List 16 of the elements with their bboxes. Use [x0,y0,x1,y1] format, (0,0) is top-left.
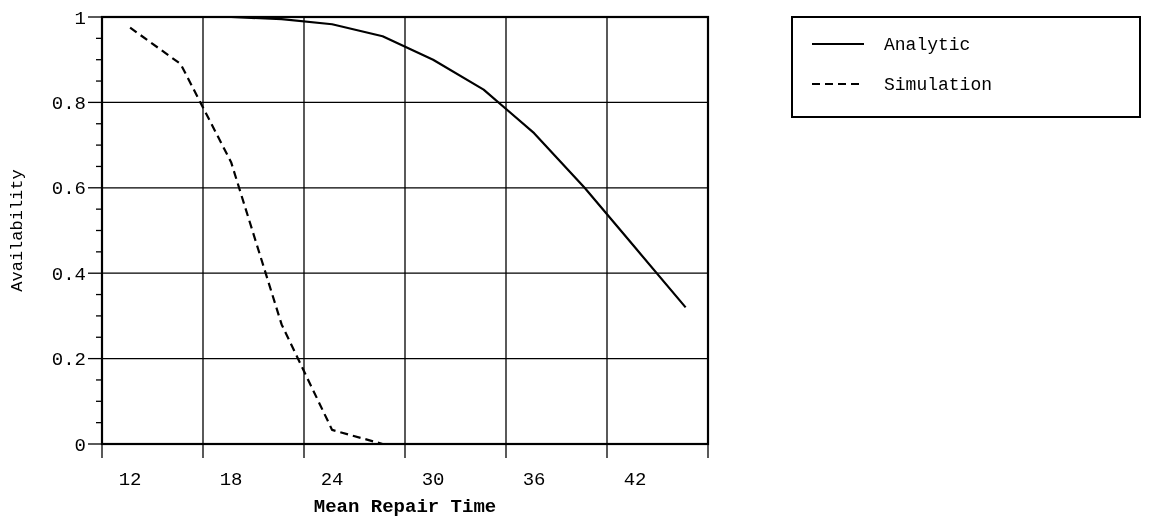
x-tick-label: 42 [623,469,647,491]
legend-label: Analytic [884,35,971,56]
y-tick-label: 0.6 [51,178,86,201]
x-tick-label: 24 [320,469,344,491]
x-tick-label: 12 [118,469,142,491]
x-tick-label: 18 [219,469,243,491]
y-axis-title: Availability [8,169,27,292]
x-axis-title: Mean Repair Time [313,496,497,518]
legend-label: Simulation [884,75,993,96]
y-tick-label: 1 [74,7,86,30]
x-tick-label: 30 [421,469,445,491]
y-tick-label: 0.8 [51,93,86,116]
y-tick-label: 0 [74,434,86,457]
y-tick-label: 0.2 [51,349,86,372]
x-tick-label: 36 [522,469,546,491]
y-tick-label: 0.4 [51,263,86,286]
